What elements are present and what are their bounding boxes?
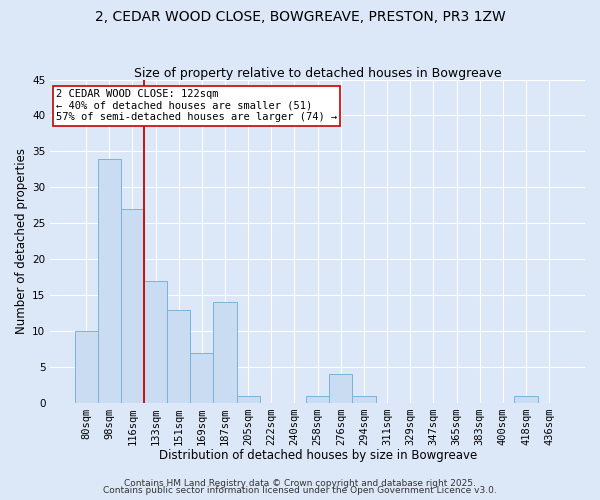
Bar	[98, 158, 121, 403]
Y-axis label: Number of detached properties: Number of detached properties	[15, 148, 28, 334]
Bar	[190, 352, 214, 403]
Bar	[352, 396, 376, 403]
X-axis label: Distribution of detached houses by size in Bowgreave: Distribution of detached houses by size …	[158, 450, 477, 462]
Bar	[121, 209, 144, 403]
Bar	[329, 374, 352, 403]
Text: 2, CEDAR WOOD CLOSE, BOWGREAVE, PRESTON, PR3 1ZW: 2, CEDAR WOOD CLOSE, BOWGREAVE, PRESTON,…	[95, 10, 505, 24]
Title: Size of property relative to detached houses in Bowgreave: Size of property relative to detached ho…	[134, 66, 502, 80]
Bar	[306, 396, 329, 403]
Text: Contains public sector information licensed under the Open Government Licence v3: Contains public sector information licen…	[103, 486, 497, 495]
Text: Contains HM Land Registry data © Crown copyright and database right 2025.: Contains HM Land Registry data © Crown c…	[124, 478, 476, 488]
Bar	[514, 396, 538, 403]
Bar	[236, 396, 260, 403]
Bar	[74, 331, 98, 403]
Bar	[214, 302, 236, 403]
Bar	[167, 310, 190, 403]
Bar	[144, 281, 167, 403]
Text: 2 CEDAR WOOD CLOSE: 122sqm
← 40% of detached houses are smaller (51)
57% of semi: 2 CEDAR WOOD CLOSE: 122sqm ← 40% of deta…	[56, 89, 337, 122]
